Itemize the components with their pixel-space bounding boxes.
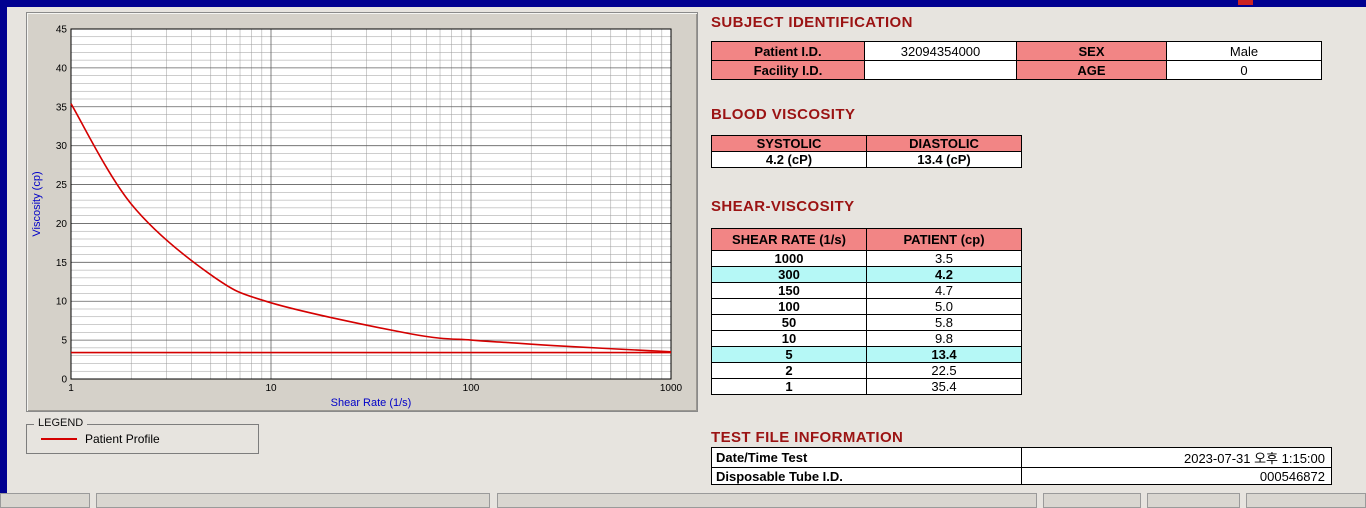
patient-id-label: Patient I.D. [711,41,865,61]
shear-row: 1000 3.5 [711,250,1022,267]
svg-text:30: 30 [56,141,68,152]
svg-text:40: 40 [56,63,68,74]
svg-text:10: 10 [56,297,68,308]
svg-text:25: 25 [56,180,68,191]
svg-text:0: 0 [61,375,67,386]
facility-id-value [864,60,1017,80]
patient-viscosity-cell: 9.8 [866,330,1022,347]
shear-row: 150 4.7 [711,282,1022,299]
facility-id-label: Facility I.D. [711,60,865,80]
sex-label: SEX [1016,41,1167,61]
shear-rate-cell: 300 [711,266,867,283]
blood-viscosity-table: SYSTOLIC DIASTOLIC 4.2 (cP) 13.4 (cP) [711,135,1022,168]
chart-series [70,103,672,354]
bottom-panel-segment-3[interactable] [497,493,1037,508]
diastolic-label: DIASTOLIC [866,135,1022,152]
table-row: Disposable Tube I.D. 000546872 [711,467,1332,485]
blood-viscosity-title: BLOOD VISCOSITY [711,106,856,123]
svg-text:1000: 1000 [660,383,683,394]
bottom-panel-segment-1[interactable] [0,493,90,508]
test-file-information-table: Date/Time Test 2023-07-31 오후 1:15:00 Dis… [711,447,1332,485]
svg-text:45: 45 [56,25,68,36]
bottom-panel-segment-4[interactable] [1043,493,1141,508]
patient-viscosity-cell: 22.5 [866,362,1022,379]
patient-viscosity-cell: 35.4 [866,378,1022,395]
shear-row: 1 35.4 [711,378,1022,395]
subject-identification-table: Patient I.D. 32094354000 SEX Male Facili… [711,41,1322,80]
results-panel: SUBJECT IDENTIFICATION Patient I.D. 3209… [711,0,1335,508]
shear-row: 300 4.2 [711,266,1022,283]
disposable-tube-id-label: Disposable Tube I.D. [711,467,1022,485]
chart-tick-labels: 45 40 35 30 25 20 15 10 5 01 10 100 1000 [56,25,683,395]
bottom-panel-segment-2[interactable] [96,493,490,508]
legend-title: LEGEND [34,417,88,429]
shear-row: 2 22.5 [711,362,1022,379]
disposable-tube-id-value: 000546872 [1021,467,1332,485]
titlebar-artifact [1238,0,1253,5]
patient-viscosity-cell: 3.5 [866,250,1022,267]
patient-id-value: 32094354000 [864,41,1017,61]
systolic-label: SYSTOLIC [711,135,867,152]
patient-viscosity-cell: 4.2 [866,266,1022,283]
shear-rate-cell: 50 [711,314,867,331]
chart-panel: 45 40 35 30 25 20 15 10 5 0 1 10 100 1000 Viscosity (… [26,12,698,412]
bottom-panel-segment-6[interactable] [1246,493,1366,508]
chart-grid [70,28,672,380]
svg-text:1: 1 [68,383,74,394]
patient-viscosity-cell: 13.4 [866,346,1022,363]
shear-rate-cell: 1 [711,378,867,395]
shear-rate-cell: 2 [711,362,867,379]
svg-text:20: 20 [56,219,68,230]
shear-row: 5 13.4 [711,346,1022,363]
y-axis-title: Viscosity (cp) [31,171,43,236]
systolic-value: 4.2 (cP) [711,151,867,168]
sex-value: Male [1166,41,1322,61]
shear-rate-cell: 1000 [711,250,867,267]
shear-row: 10 9.8 [711,330,1022,347]
shear-rate-cell: 5 [711,346,867,363]
table-row: Facility I.D. AGE 0 [711,60,1322,80]
bottom-panel-segment-5[interactable] [1147,493,1240,508]
age-value: 0 [1166,60,1322,80]
table-row: SYSTOLIC DIASTOLIC [711,135,1022,152]
table-row: Patient I.D. 32094354000 SEX Male [711,41,1322,61]
legend-series-label: Patient Profile [85,432,160,446]
viscosity-chart: 45 40 35 30 25 20 15 10 5 01 10 100 1000 Viscosity (… [31,25,683,410]
table-row: 4.2 (cP) 13.4 (cP) [711,151,1022,168]
svg-text:35: 35 [56,102,68,113]
patient-viscosity-cell: 5.0 [866,298,1022,315]
window-frame-top [0,0,1366,7]
date-time-test-label: Date/Time Test [711,447,1022,468]
svg-text:15: 15 [56,258,68,269]
age-label: AGE [1016,60,1167,80]
shear-row: 100 5.0 [711,298,1022,315]
svg-text:100: 100 [463,383,480,394]
shear-rate-cell: 100 [711,298,867,315]
patient-viscosity-cell: 5.8 [866,314,1022,331]
diastolic-value: 13.4 (cP) [866,151,1022,168]
table-header-row: SHEAR RATE (1/s) PATIENT (cp) [711,228,1022,251]
svg-text:5: 5 [61,336,67,347]
window-frame-left [0,0,7,508]
patient-viscosity-cell: 4.7 [866,282,1022,299]
shear-rate-cell: 150 [711,282,867,299]
legend-line-sample [41,438,77,440]
date-time-test-value: 2023-07-31 오후 1:15:00 [1021,447,1332,468]
shear-viscosity-table: SHEAR RATE (1/s) PATIENT (cp) 1000 3.5 300… [711,228,1022,395]
x-axis-title: Shear Rate (1/s) [331,397,412,409]
subject-identification-title: SUBJECT IDENTIFICATION [711,14,913,31]
patient-column-header: PATIENT (cp) [866,228,1022,251]
table-row: Date/Time Test 2023-07-31 오후 1:15:00 [711,447,1332,468]
svg-text:10: 10 [265,383,277,394]
shear-row: 50 5.8 [711,314,1022,331]
chart-legend: LEGEND Patient Profile [26,417,259,454]
shear-rate-column-header: SHEAR RATE (1/s) [711,228,867,251]
shear-viscosity-title: SHEAR-VISCOSITY [711,198,855,215]
shear-rate-cell: 10 [711,330,867,347]
test-file-information-title: TEST FILE INFORMATION [711,429,904,446]
